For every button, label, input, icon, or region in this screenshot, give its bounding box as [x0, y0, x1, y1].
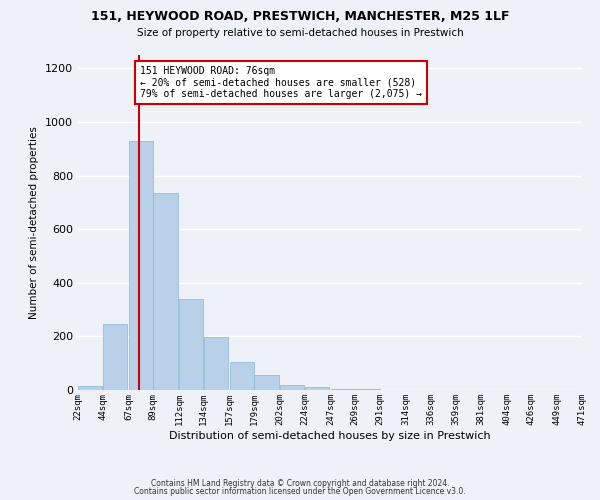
Text: Contains public sector information licensed under the Open Government Licence v3: Contains public sector information licen…: [134, 487, 466, 496]
Text: 151, HEYWOOD ROAD, PRESTWICH, MANCHESTER, M25 1LF: 151, HEYWOOD ROAD, PRESTWICH, MANCHESTER…: [91, 10, 509, 23]
Bar: [103, 324, 127, 390]
Text: 151 HEYWOOD ROAD: 76sqm
← 20% of semi-detached houses are smaller (528)
79% of s: 151 HEYWOOD ROAD: 76sqm ← 20% of semi-de…: [140, 66, 422, 99]
Text: Size of property relative to semi-detached houses in Prestwich: Size of property relative to semi-detach…: [137, 28, 463, 38]
Bar: [305, 388, 329, 390]
Y-axis label: Number of semi-detached properties: Number of semi-detached properties: [29, 126, 40, 319]
Bar: [230, 362, 254, 390]
Bar: [280, 384, 304, 390]
Bar: [254, 376, 278, 390]
Bar: [179, 300, 203, 390]
Bar: [78, 386, 103, 390]
Bar: [204, 337, 228, 390]
Bar: [128, 142, 153, 390]
X-axis label: Distribution of semi-detached houses by size in Prestwich: Distribution of semi-detached houses by …: [169, 430, 491, 440]
Bar: [153, 193, 178, 390]
Bar: [331, 388, 355, 390]
Text: Contains HM Land Registry data © Crown copyright and database right 2024.: Contains HM Land Registry data © Crown c…: [151, 478, 449, 488]
